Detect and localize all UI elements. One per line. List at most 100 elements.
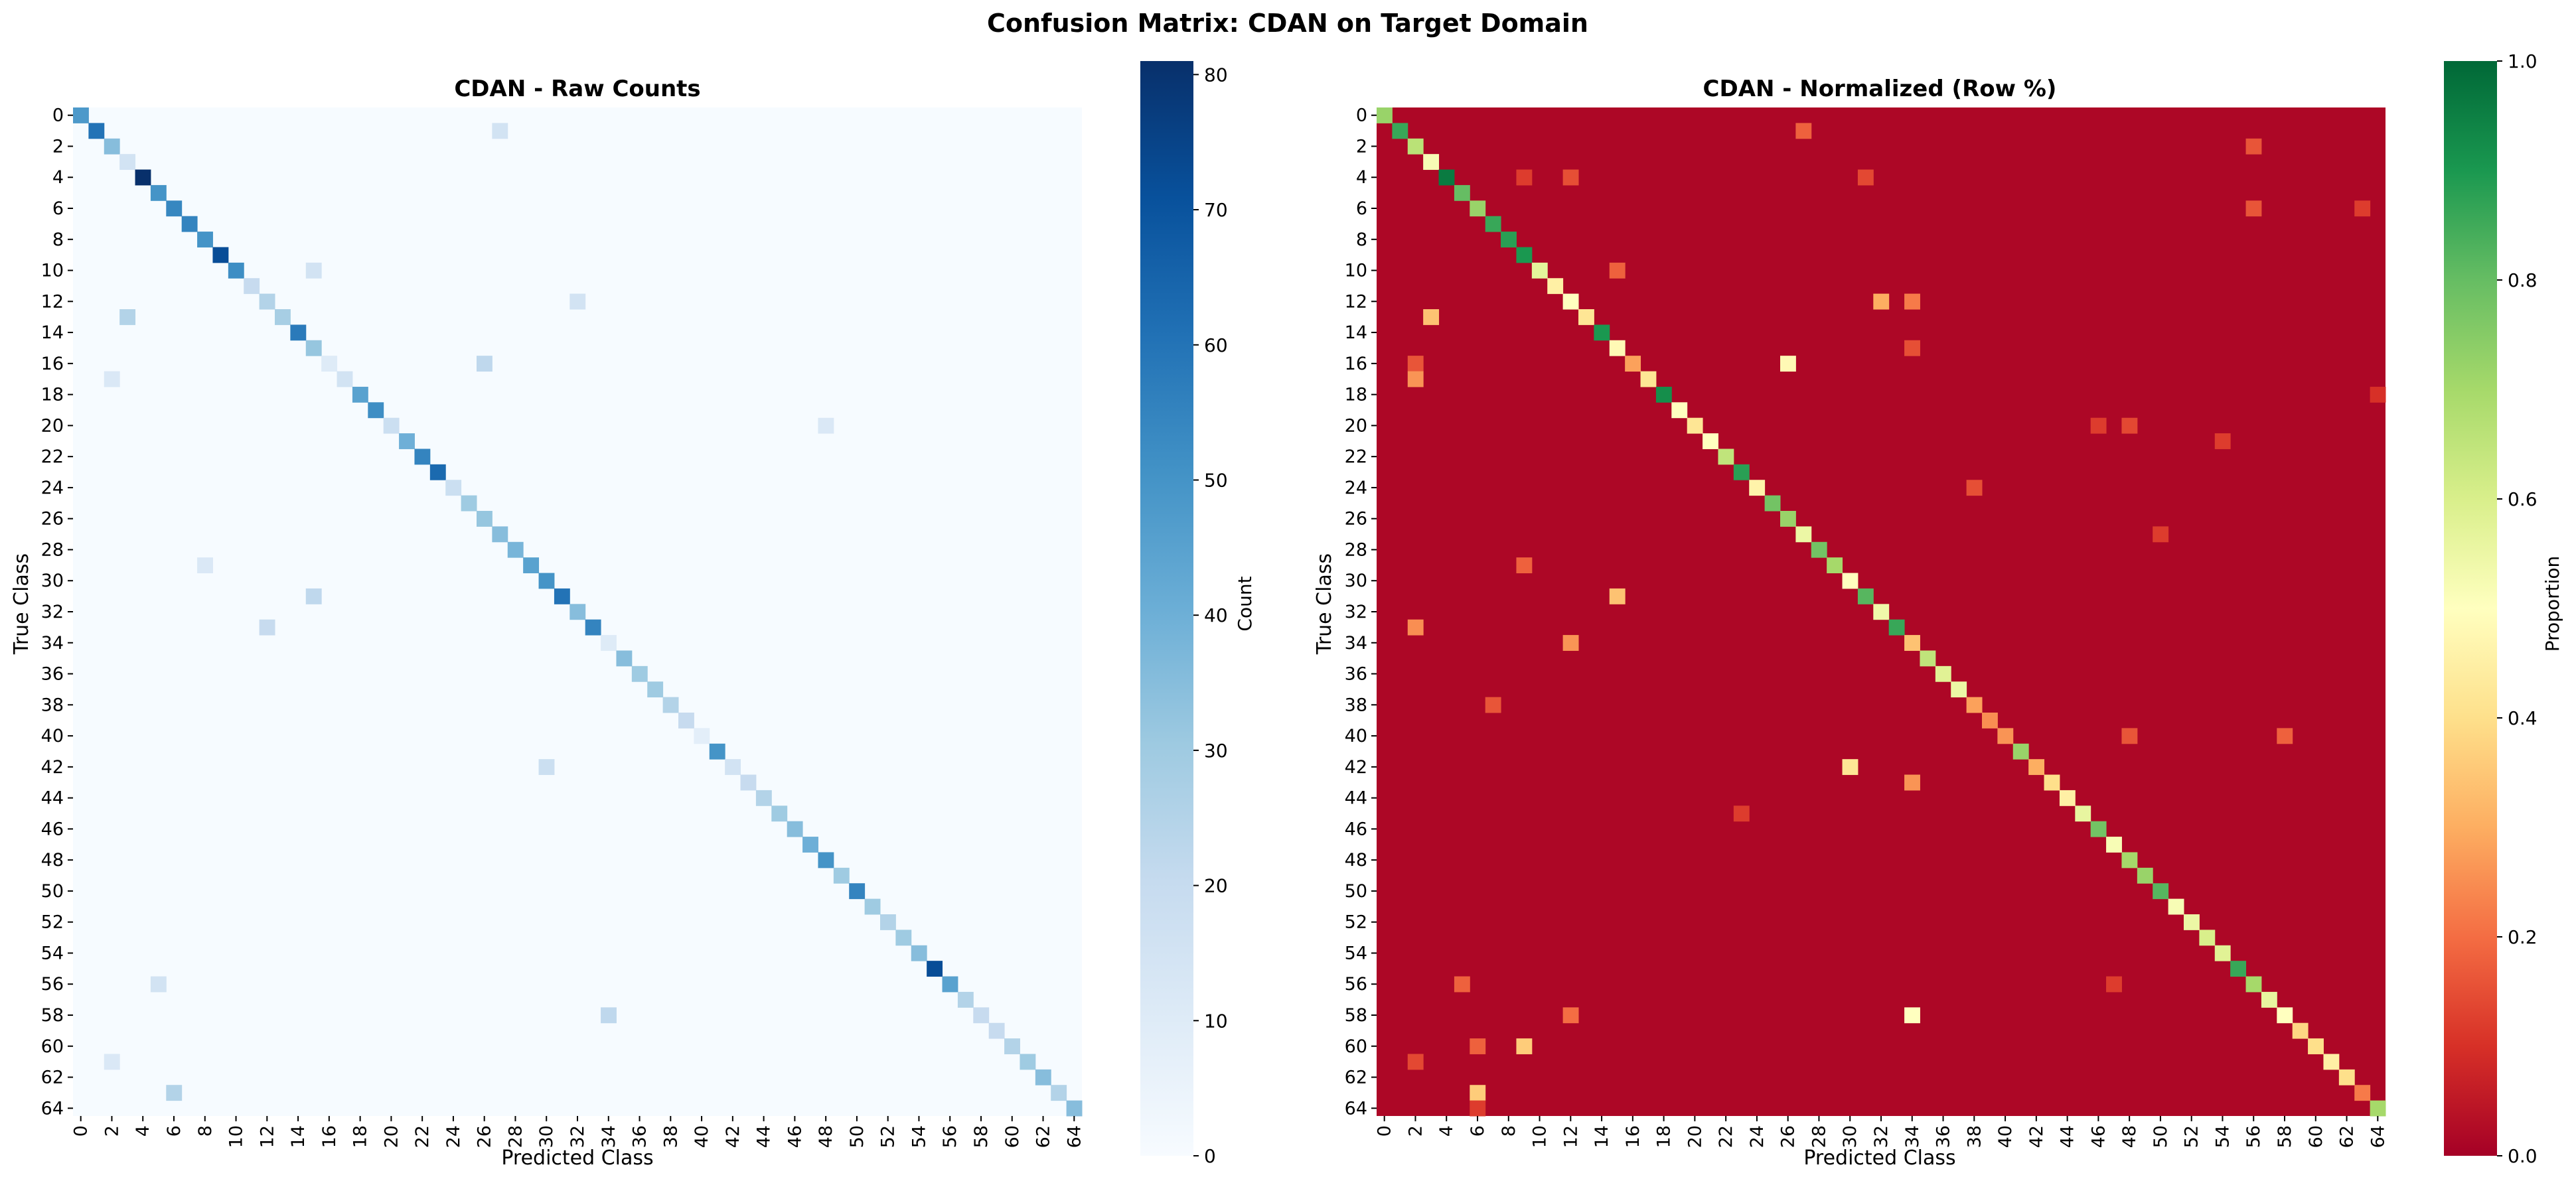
heatmap-cell-diagonal <box>709 743 725 760</box>
heatmap-cell-diagonal <box>2245 976 2262 993</box>
heatmap-cell-diagonal <box>352 386 368 403</box>
heatmap-cell-diagonal <box>1578 309 1594 325</box>
heatmap-cell <box>1904 293 1920 310</box>
x-tick-label: 56 <box>2243 1125 2264 1148</box>
heatmap-cell <box>1904 340 1920 356</box>
y-tick-label: 60 <box>41 1036 64 1057</box>
heatmap-cell-diagonal <box>1407 138 1424 155</box>
heatmap-cell-diagonal <box>368 402 384 419</box>
x-tick-label: 48 <box>816 1125 836 1148</box>
heatmap-cell <box>1562 635 1579 651</box>
heatmap-cell-diagonal <box>1066 1100 1083 1117</box>
heatmap-cell-diagonal <box>259 293 275 310</box>
heatmap-cell <box>2106 976 2122 993</box>
y-tick-label: 12 <box>41 291 64 312</box>
raw-counts-panel: CDAN - Raw Counts 0 2 4 6 8 10 12 14 16 18 20 22 24 2… <box>10 61 1256 1170</box>
x-tick-label: 38 <box>660 1125 681 1148</box>
x-tick-label: 20 <box>1685 1125 1705 1148</box>
x-tick-label: 12 <box>1560 1125 1581 1148</box>
x-tick-label: 4 <box>1436 1125 1457 1137</box>
colorbar-tick-label: 0.8 <box>2508 269 2538 291</box>
heatmap-cell <box>2277 728 2293 744</box>
heatmap-cell <box>1407 371 1424 387</box>
heatmap-cell-diagonal <box>1795 526 1812 543</box>
normalized-heatmap <box>1377 107 2386 1117</box>
heatmap-cell-diagonal <box>1377 107 1393 123</box>
y-tick-label: 0 <box>52 105 64 126</box>
heatmap-cell-diagonal <box>554 588 570 604</box>
heatmap-cell-diagonal <box>2214 945 2231 961</box>
colorbar-tick-label: 0.2 <box>2508 926 2538 948</box>
y-tick-label: 6 <box>1356 198 1367 219</box>
heatmap-cell <box>305 588 322 604</box>
heatmap-cell <box>1407 619 1424 636</box>
colorbar-tick-label: 60 <box>1204 334 1228 356</box>
x-tick-label: 60 <box>1002 1125 1023 1148</box>
panel-title-normalized: CDAN - Normalized (Row %) <box>1703 76 2057 102</box>
heatmap-cell-diagonal <box>601 635 617 651</box>
heatmap-cell-diagonal <box>1888 619 1905 636</box>
raw-counts-colorbar <box>1140 61 1193 1156</box>
heatmap-cell-diagonal <box>197 232 213 247</box>
y-tick-label: 50 <box>1345 881 1367 902</box>
heatmap-cell-diagonal <box>973 1007 990 1024</box>
heatmap-cell <box>1842 759 1858 776</box>
colorbar-label-raw: Count <box>1234 576 1256 631</box>
heatmap-cell-diagonal <box>2370 1100 2386 1117</box>
y-tick-label: 0 <box>1356 105 1367 126</box>
x-tick-label: 14 <box>288 1125 309 1148</box>
heatmap-cell-diagonal <box>461 495 477 512</box>
heatmap-cell-diagonal <box>1438 169 1455 186</box>
y-tick-label: 2 <box>1356 136 1367 157</box>
heatmap-cell-diagonal <box>864 898 881 915</box>
y-tick-label: 64 <box>1345 1098 1367 1119</box>
heatmap-cell-diagonal <box>942 976 958 993</box>
y-tick-label: 34 <box>1345 633 1367 654</box>
y-axis-label-normalized: True Class <box>1313 553 1336 655</box>
heatmap-cell <box>2090 417 2107 434</box>
heatmap-cell <box>1516 557 1533 574</box>
heatmap-cell <box>1516 1038 1533 1054</box>
y-tick-label: 14 <box>1345 322 1367 343</box>
heatmap-cell-diagonal <box>787 821 803 837</box>
heatmap-cell-diagonal <box>244 278 260 295</box>
heatmap-cell-diagonal <box>2230 961 2247 977</box>
heatmap-cell-diagonal <box>414 449 431 465</box>
heatmap-cell-diagonal <box>2044 774 2060 791</box>
heatmap-cell-diagonal <box>1842 573 1858 589</box>
heatmap-cell <box>2245 138 2262 155</box>
heatmap-cell <box>1857 169 1874 186</box>
y-tick-label: 44 <box>1345 788 1367 809</box>
y-tick-label: 42 <box>41 757 64 778</box>
heatmap-cell-diagonal <box>2184 914 2200 930</box>
x-tick-label: 6 <box>1468 1125 1488 1137</box>
heatmap-cell-diagonal <box>212 247 229 263</box>
y-tick-label: 6 <box>52 198 64 219</box>
y-tick-label: 32 <box>1345 602 1367 622</box>
heatmap-cell <box>1516 169 1533 186</box>
y-tick-label: 36 <box>1345 664 1367 685</box>
heatmap-cell-diagonal <box>1485 216 1501 232</box>
heatmap-cell-diagonal <box>2168 898 2184 915</box>
x-tick-label: 10 <box>226 1125 247 1148</box>
x-tick-label: 40 <box>1995 1125 2016 1148</box>
x-tick-label: 8 <box>195 1125 216 1137</box>
heatmap-cell <box>492 123 508 139</box>
colorbar-tick-label: 30 <box>1204 740 1228 762</box>
y-tick-label: 60 <box>1345 1036 1367 1057</box>
heatmap-cell-diagonal <box>1966 697 1983 713</box>
y-tick-label: 20 <box>41 415 64 436</box>
heatmap-cell-diagonal <box>2121 852 2138 869</box>
heatmap-cell <box>305 262 322 279</box>
heatmap-cell <box>119 309 136 325</box>
heatmap-cell-diagonal <box>445 480 462 496</box>
heatmap-cell-diagonal <box>662 697 679 713</box>
heatmap-cell-diagonal <box>2059 790 2076 806</box>
heatmap-cell <box>1562 1007 1579 1024</box>
heatmap-cell-diagonal <box>1780 511 1796 527</box>
heatmap-cell-diagonal <box>616 650 633 667</box>
y-tick-label: 14 <box>41 322 64 343</box>
x-tick-label: 36 <box>630 1125 650 1148</box>
heatmap-cell-diagonal <box>1827 557 1843 574</box>
heatmap-cell-diagonal <box>2090 821 2107 837</box>
